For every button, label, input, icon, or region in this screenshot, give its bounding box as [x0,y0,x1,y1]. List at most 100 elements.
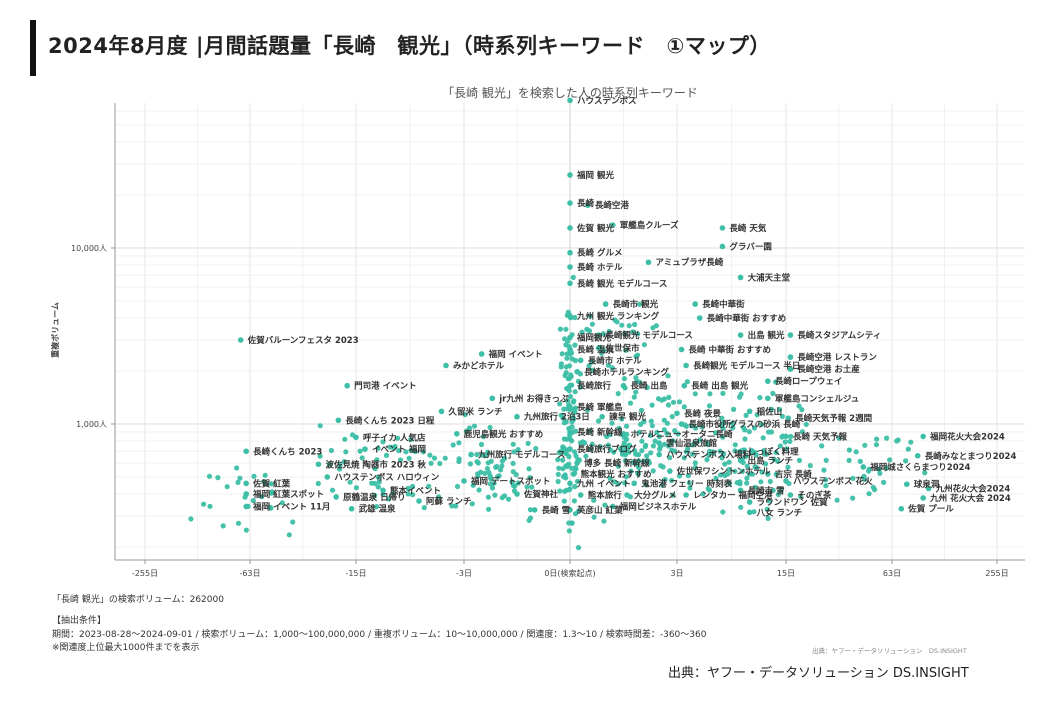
scatter-point [341,459,347,465]
scatter-point [659,482,665,488]
scatter-point [636,429,643,435]
scatter-point-labeled [567,313,573,319]
scatter-point [635,471,642,477]
point-label: イベント 福岡 [372,444,426,455]
point-label: 雲仙温泉旅館 [666,438,718,449]
scatter-point [622,480,628,486]
point-label: 出島 ランチ [748,456,793,467]
scatter-point-labeled [681,382,688,389]
scatter-point [510,460,516,466]
scatter-point [286,532,292,538]
point-label: jr九州 お得きっぷ [498,393,569,404]
scatter-point [799,429,806,435]
point-label: 九州旅行 モデルコース [477,450,565,461]
scatter-point-labeled [860,464,867,470]
scatter-point [475,473,481,479]
scatter-point [894,438,900,444]
scatter-point [647,432,654,438]
point-label: 福岡 イベント [488,349,543,360]
scatter-point [497,467,504,473]
scatter-point-labeled [765,378,771,385]
scatter-point [803,421,809,427]
scatter-point-labeled [719,421,726,427]
scatter-point [834,497,840,503]
scatter-point-labeled [746,509,753,516]
scatter-point-labeled [667,468,673,474]
scatter-point [476,487,482,493]
scatter-point-labeled [243,448,249,455]
scatter-point [509,479,515,485]
scatter-point [611,479,617,485]
point-label: 佐賀 紅葉 [252,478,290,489]
x-tick-label: -255日 [132,569,158,578]
scatter-point [562,450,569,456]
scatter-point [525,440,531,446]
point-label: 長崎空港 [595,200,630,211]
scatter-point [635,331,641,337]
scatter-point [571,498,578,504]
scatter-point [874,436,880,442]
scatter-point [342,436,348,442]
scatter-point [343,449,349,455]
scatter-point [561,474,567,480]
scatter-point [664,430,670,436]
scatter-point [866,468,872,474]
scatter-point [557,401,563,407]
scatter-point [489,485,496,491]
scatter-point-labeled [787,492,794,498]
point-label: 長崎 [577,198,595,209]
scatter-point [866,491,872,497]
scatter-point [619,322,625,328]
scatter-point [743,453,749,460]
scatter-point [615,463,622,469]
scatter-point [846,457,852,463]
x-tick-label: 63日 [883,569,901,578]
scatter-point [390,490,396,496]
scatter-point [529,484,535,490]
point-label: 九州 観光 ランキング [576,311,660,322]
scatter-point [572,342,578,348]
scatter-point [560,466,566,472]
scatter-point [630,329,636,335]
scatter-point [462,412,468,418]
scatter-point [744,480,750,486]
scatter-point [495,474,501,480]
scatter-point [653,323,660,329]
scatter-point [706,487,713,493]
scatter-point-labeled [765,471,771,477]
scatter-point [569,520,575,526]
scatter-point [720,425,726,431]
scatter-point-labeled [787,332,794,338]
scatter-point [469,501,475,507]
scatter-point-labeled [567,507,573,513]
scatter-point [857,458,863,464]
scatter-point [903,458,909,464]
scatter-point-labeled [362,446,368,452]
scatter-point [719,455,725,461]
scatter-point [566,363,573,369]
scatter-point [770,390,776,397]
scatter-point [692,391,698,397]
scatter-point [369,480,375,486]
scatter-point-labeled [674,410,680,417]
scatter-point-labeled [903,481,910,487]
scatter-point [713,475,719,481]
scatter-point [375,484,381,490]
scatter-point [751,425,758,431]
y-tick-label: 10,000人 [71,244,107,253]
point-label: 福岡花火大会2024 [929,431,1005,442]
scatter-point-labeled [595,332,602,338]
scatter-point [412,448,418,455]
scatter-point [572,484,578,490]
point-label: 長崎市 観光 [613,299,659,310]
scatter-point [396,448,402,454]
scatter-point [659,397,665,403]
scatter-point [738,504,744,510]
point-label: 波佐見焼 陶器市 2023 秋 [325,459,426,470]
scatter-point [215,475,221,481]
scatter-point [565,398,571,404]
scatter-point [380,439,386,445]
scatter-point-labeled [567,225,573,231]
scatter-point [697,437,703,443]
point-label: 長崎中華街 [702,299,745,310]
